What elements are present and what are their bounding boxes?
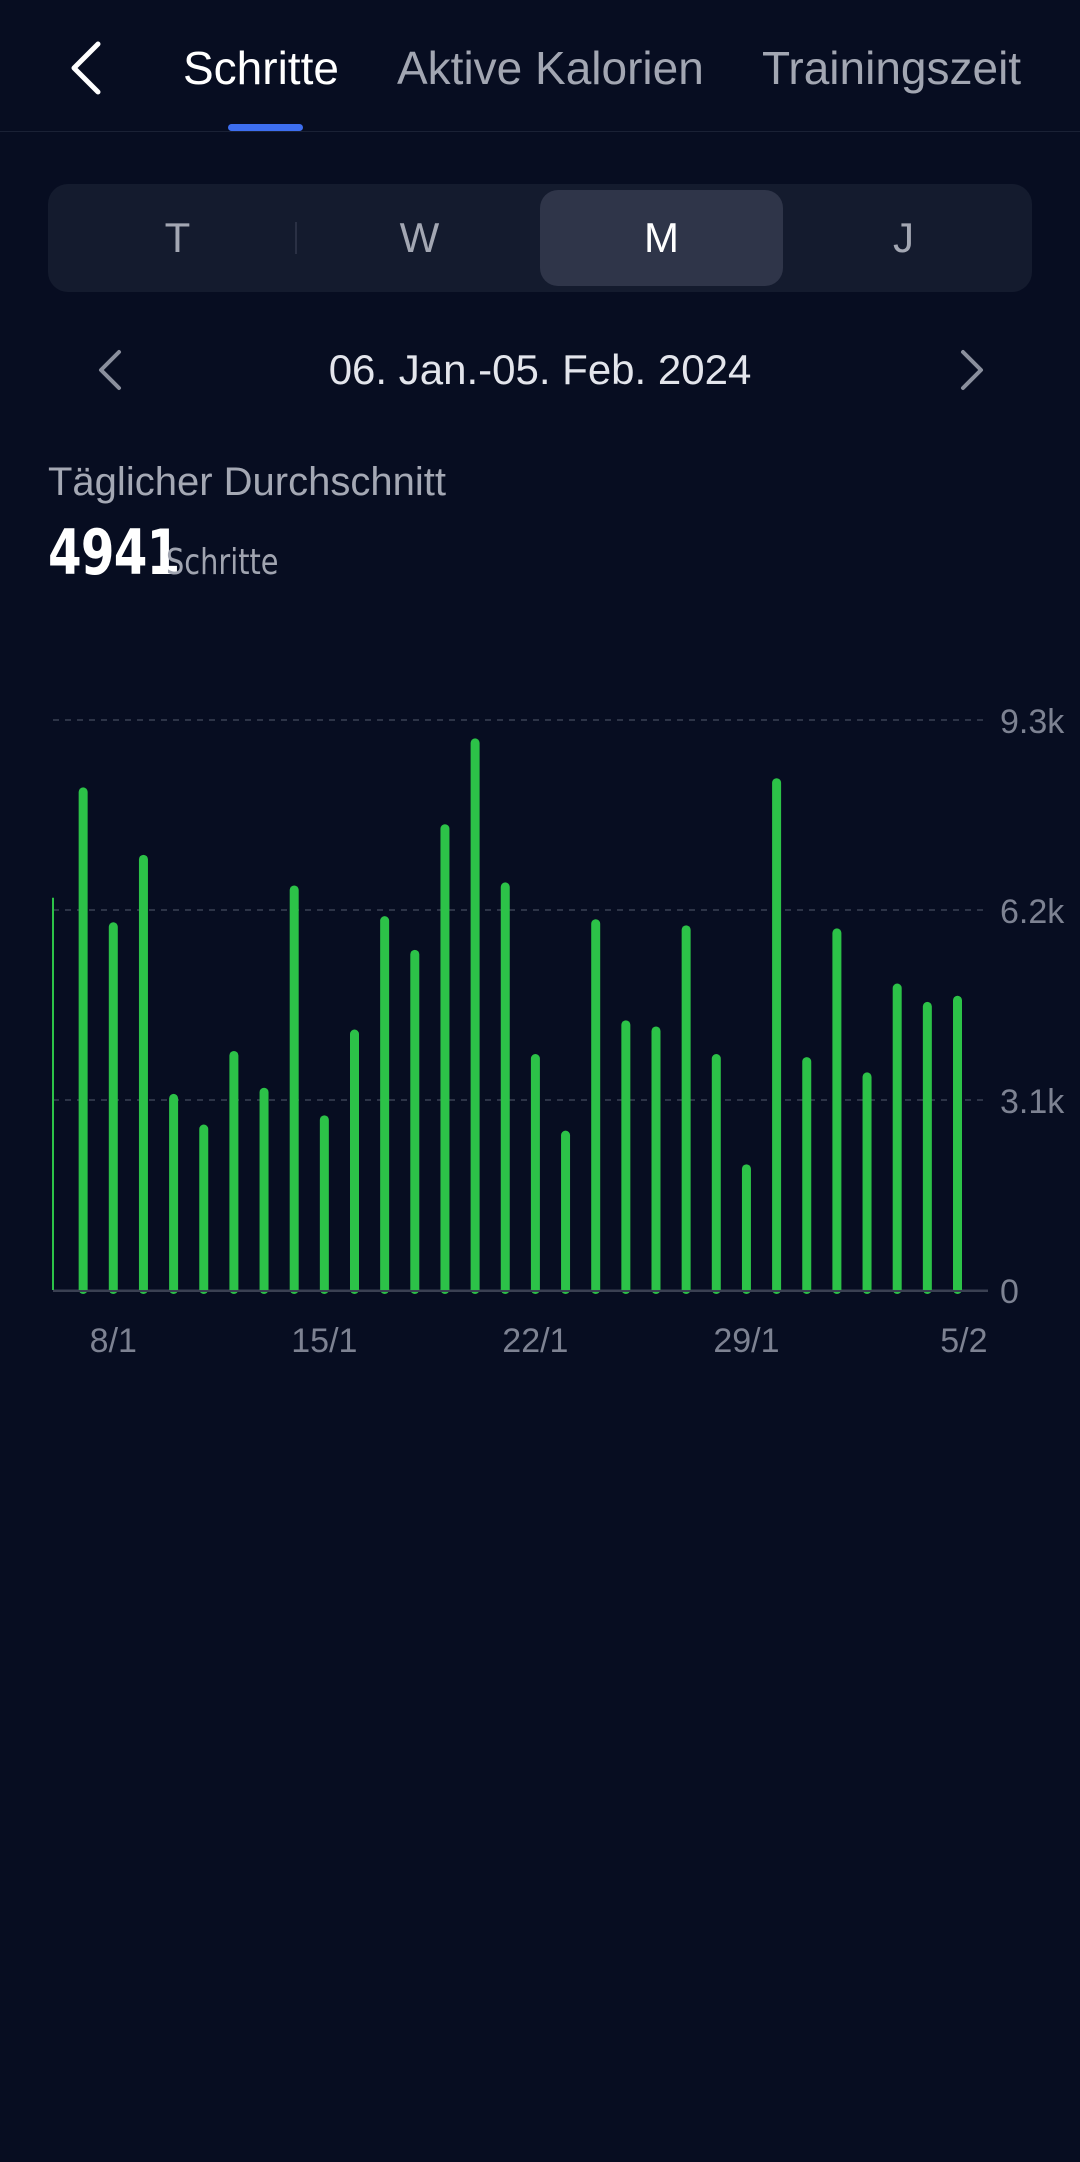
x-tick-label: 8/1 (90, 1322, 137, 1360)
bar-19-1[interactable] (440, 824, 450, 1294)
chevron-right-icon (961, 350, 983, 390)
x-tick-label: 5/2 (940, 1322, 987, 1360)
bar-9-1[interactable] (138, 854, 148, 1294)
daily-average-label: Täglicher Durchschnitt (48, 460, 446, 504)
bar-5-2[interactable] (953, 995, 962, 1294)
bar-26-1[interactable] (651, 1026, 661, 1294)
bar-7-1[interactable] (78, 787, 88, 1294)
period-divider (295, 222, 297, 254)
bar-6-1[interactable] (52, 897, 54, 1290)
period-year[interactable]: J (893, 214, 914, 261)
bar-28-1[interactable] (711, 1054, 721, 1294)
y-tick-label: 0 (1000, 1273, 1019, 1311)
bar-21-1[interactable] (500, 882, 510, 1294)
y-tick-label: 3.1k (1000, 1083, 1065, 1121)
bar-4-2[interactable] (922, 1001, 932, 1294)
bar-12-1[interactable] (229, 1050, 239, 1294)
steps-bar-chart: 0 3.1k 6.2k 9.3k 8/1 15/1 22/1 29/1 5/2 (52, 703, 1065, 1360)
bar-25-1[interactable] (621, 1020, 631, 1294)
period-selector: T W M J (48, 184, 1032, 292)
tab-active-calories[interactable]: Aktive Kalorien (397, 42, 704, 94)
period-month[interactable]: M (540, 190, 783, 286)
period-day[interactable]: T (164, 214, 191, 261)
bar-18-1[interactable] (410, 949, 420, 1294)
chevron-left-icon (99, 350, 121, 390)
bar-3-2[interactable] (892, 983, 902, 1294)
bar-8-1[interactable] (108, 922, 118, 1294)
x-tick-label: 15/1 (291, 1322, 357, 1360)
bar-14-1[interactable] (289, 885, 299, 1294)
next-period-button[interactable] (942, 340, 1002, 400)
y-tick-label: 9.3k (1000, 703, 1065, 741)
bar-1-2[interactable] (832, 928, 842, 1294)
bar-10-1[interactable] (169, 1093, 179, 1294)
bar-24-1[interactable] (591, 919, 601, 1294)
chevron-left-icon (71, 41, 101, 95)
bar-11-1[interactable] (199, 1124, 209, 1294)
bar-13-1[interactable] (259, 1087, 269, 1294)
date-navigation: 06. Jan.-05. Feb. 2024 (0, 320, 1080, 410)
bar-30-1[interactable] (772, 778, 782, 1294)
period-week[interactable]: W (399, 214, 440, 261)
active-tab-indicator (228, 124, 303, 131)
back-button[interactable] (58, 36, 114, 100)
tab-training-time[interactable]: Trainingszeit (762, 42, 1022, 94)
bar-23-1[interactable] (561, 1130, 571, 1294)
bar-27-1[interactable] (681, 925, 691, 1294)
daily-average-value: 4941 (48, 516, 180, 589)
daily-average-unit: Schritte (166, 542, 279, 583)
bar-20-1[interactable] (470, 738, 480, 1294)
x-tick-label: 22/1 (502, 1322, 568, 1360)
daily-average: 4941 Schritte (48, 516, 307, 589)
y-tick-label: 6.2k (1000, 893, 1065, 931)
bar-16-1[interactable] (350, 1029, 359, 1294)
previous-period-button[interactable] (80, 340, 140, 400)
bar-15-1[interactable] (319, 1115, 329, 1294)
date-range-label: 06. Jan.-05. Feb. 2024 (328, 346, 752, 393)
tab-steps[interactable]: Schritte (183, 42, 339, 94)
bar-22-1[interactable] (530, 1054, 540, 1294)
bar-31-1[interactable] (802, 1057, 812, 1294)
bar-17-1[interactable] (380, 916, 390, 1294)
tab-bar: Schritte Aktive Kalorien Trainingszeit (0, 0, 1080, 132)
x-tick-label: 29/1 (713, 1322, 779, 1360)
bar-2-2[interactable] (862, 1072, 872, 1294)
bar-29-1[interactable] (741, 1164, 751, 1294)
